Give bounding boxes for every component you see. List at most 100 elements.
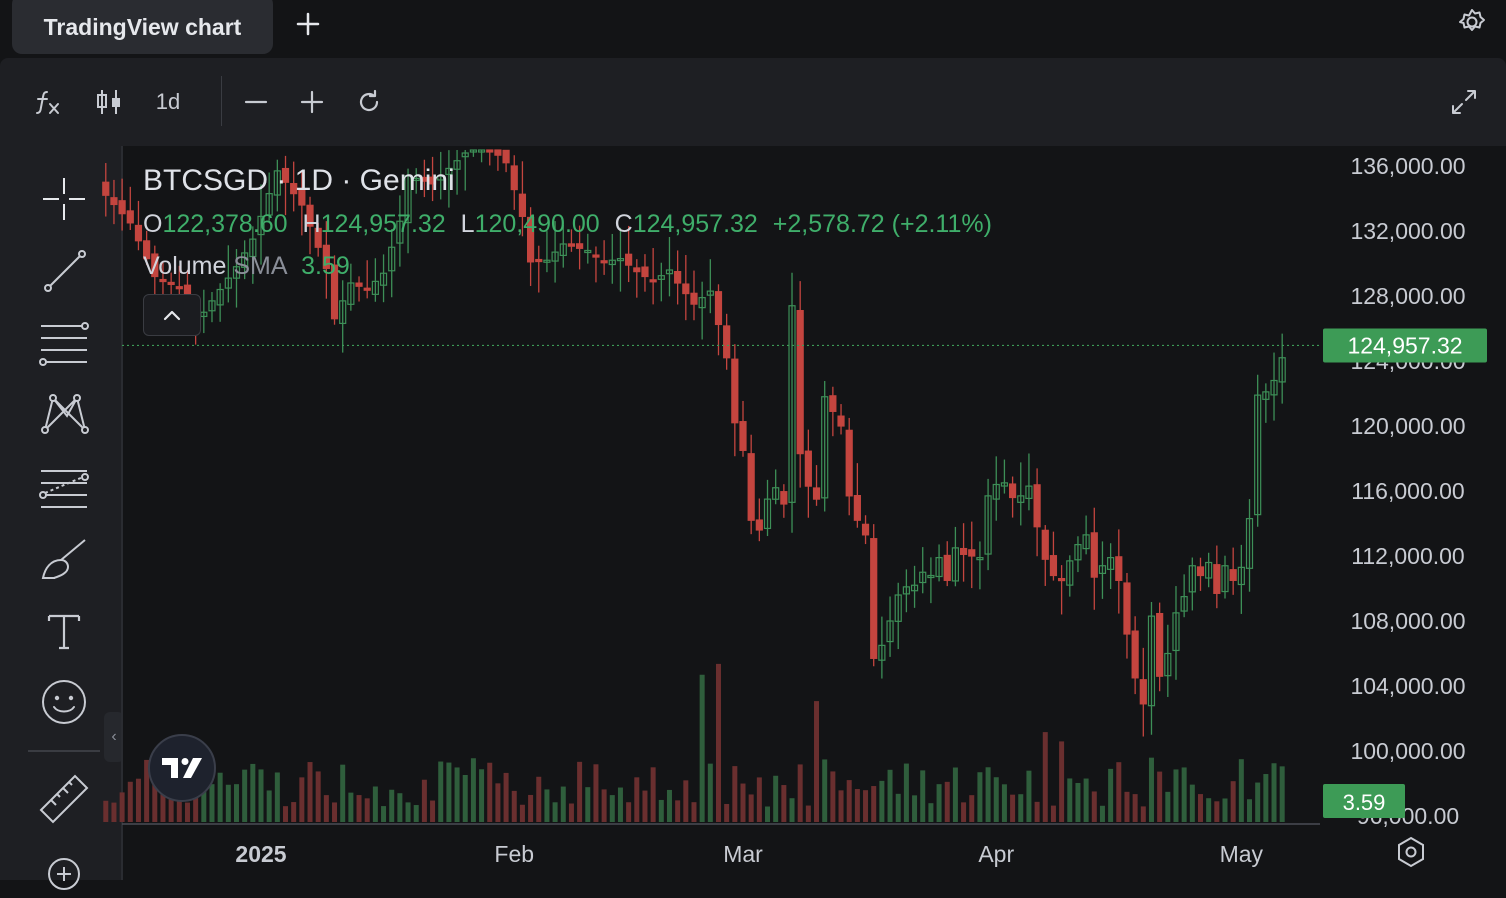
volume-bar <box>348 792 354 822</box>
fib-tool[interactable] <box>35 312 93 370</box>
volume-bar <box>560 786 566 822</box>
tab-bar: TradingView chart <box>0 0 1506 58</box>
emoji-tool[interactable] <box>35 673 93 731</box>
chart-toolbar: 1d <box>0 58 1506 146</box>
price-chart[interactable]: 136,000.00132,000.00128,000.00124,000.00… <box>0 146 1506 880</box>
candle-body <box>428 176 437 185</box>
volume-bar <box>658 799 664 822</box>
candle-body <box>1107 557 1115 570</box>
fullscreen-button[interactable] <box>1448 84 1480 120</box>
candle-body <box>1172 612 1180 652</box>
volume-bar <box>1263 774 1269 822</box>
candle-body <box>1254 394 1262 516</box>
volume-bar <box>430 800 436 822</box>
settings-icon[interactable] <box>1456 6 1488 38</box>
candle-body <box>1164 652 1172 677</box>
volume-bar <box>413 805 419 822</box>
volume-bar <box>609 795 615 822</box>
trendline-tool[interactable] <box>35 241 93 299</box>
candle-body <box>159 278 167 283</box>
tradingview-logo[interactable] <box>148 734 216 802</box>
price-tick-label: 116,000.00 <box>1351 478 1464 504</box>
candle-body <box>804 450 812 487</box>
candle-body <box>698 297 706 309</box>
volume-bar <box>822 759 828 822</box>
chart-settings-icon[interactable] <box>1398 836 1424 868</box>
volume-bar <box>650 767 656 822</box>
candle-body <box>1213 564 1221 594</box>
emoji-icon <box>42 680 86 724</box>
candle-body <box>592 254 600 258</box>
candle-body <box>249 238 257 258</box>
volume-bar <box>1001 784 1007 822</box>
close-value: 124,957.32 <box>632 210 758 238</box>
volume-bar <box>495 783 501 822</box>
volume-bar <box>1010 794 1016 822</box>
measure-tool[interactable] <box>35 770 93 828</box>
candle-body <box>1131 630 1139 679</box>
indicators-button[interactable] <box>30 84 68 120</box>
chart-type-button[interactable] <box>90 84 128 120</box>
volume-bar <box>503 772 509 822</box>
volume-bar <box>903 763 909 822</box>
volume-bar <box>601 789 607 822</box>
candle-body <box>502 149 510 164</box>
legend-collapse-button[interactable] <box>143 294 201 336</box>
volume-bar <box>1034 801 1040 822</box>
add-tab-button[interactable] <box>292 8 324 40</box>
candle-body <box>984 495 992 555</box>
volume-bar <box>765 806 771 822</box>
projection-tool[interactable] <box>35 457 93 515</box>
volume-bar <box>291 802 297 822</box>
candle-body <box>518 193 527 217</box>
symbol-title[interactable]: BTCSGD · 1D · Gemini <box>143 164 455 197</box>
volume-bar <box>871 786 877 822</box>
price-tick-label: 112,000.00 <box>1351 543 1464 569</box>
volume-bar <box>666 789 672 822</box>
candle-body <box>404 175 412 224</box>
pattern-icon <box>41 394 89 434</box>
volume-bar <box>1099 805 1105 822</box>
volume-bar <box>233 784 239 822</box>
candle-body <box>886 620 894 643</box>
interval-button[interactable]: 1d <box>155 89 181 114</box>
volume-bar <box>511 790 517 822</box>
reset-chart-button[interactable] <box>353 84 385 120</box>
volume-bar <box>887 769 893 822</box>
volume-bar <box>879 780 885 822</box>
text-tool[interactable] <box>35 602 93 660</box>
volume-bar <box>323 795 329 822</box>
candle-body <box>134 224 143 242</box>
zoom-out-icon <box>244 100 268 104</box>
crosshair-tool[interactable] <box>35 170 93 228</box>
candle-body <box>1262 391 1270 400</box>
candle-body <box>477 149 486 153</box>
candle-body <box>559 243 567 257</box>
candle-body <box>690 292 698 305</box>
volume-bar <box>332 802 338 822</box>
volume-bar <box>977 772 983 822</box>
volume-bar <box>274 772 280 822</box>
candle-body <box>388 246 396 272</box>
candle-body <box>968 549 976 557</box>
volume-bar <box>111 802 117 822</box>
candle-body <box>290 183 298 195</box>
brush-tool[interactable] <box>35 530 93 588</box>
candle-body <box>1098 565 1107 574</box>
pattern-tool[interactable] <box>35 384 93 442</box>
ruler-icon <box>39 774 89 824</box>
candle-body <box>1270 379 1278 396</box>
volume-bar <box>1189 784 1195 822</box>
volume-bar <box>144 759 150 822</box>
tab-trading-view-chart[interactable]: TradingView chart <box>12 0 273 54</box>
candle-body <box>1049 555 1058 577</box>
zoom-out-button[interactable] <box>240 84 272 120</box>
volume-bar <box>854 789 860 822</box>
zoom-in-button[interactable] <box>296 84 328 120</box>
high-value: 124,957.32 <box>320 210 446 238</box>
candle-body <box>731 358 739 424</box>
text-icon <box>47 614 81 650</box>
collapse-toolbar-button[interactable]: ‹ <box>104 712 124 762</box>
volume-bar <box>928 803 934 822</box>
candle-body <box>1180 596 1188 612</box>
